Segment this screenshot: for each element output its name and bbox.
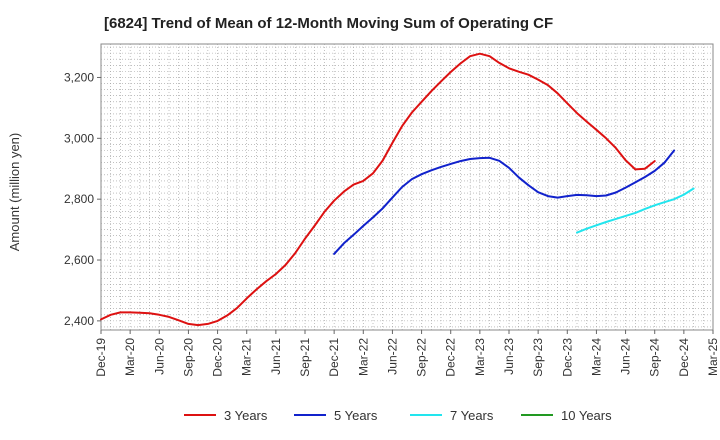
legend-label: 5 Years (334, 408, 378, 423)
x-tick-label: Mar-25 (706, 338, 720, 376)
x-tick-label: Dec-22 (444, 338, 458, 377)
legend-label: 3 Years (224, 408, 268, 423)
y-tick-label: 3,200 (64, 70, 94, 84)
x-tick-label: Sep-23 (531, 338, 545, 377)
series-line-3-years (100, 52, 656, 327)
y-axis-label: Amount (million yen) (7, 133, 22, 252)
x-tick-label: Jun-21 (269, 338, 283, 375)
y-tick-label: 2,600 (64, 253, 94, 267)
x-tick-label: Dec-19 (94, 338, 108, 377)
x-tick-label: Dec-21 (327, 338, 341, 377)
y-tick-label: 2,800 (64, 192, 94, 206)
x-tick-label: Mar-22 (356, 338, 370, 376)
legend: 3 Years 5 Years 7 Years 10 Years (184, 408, 612, 423)
x-tick-label: Jun-24 (619, 338, 633, 375)
x-tick-label: Mar-21 (240, 338, 254, 376)
y-tick-label: 2,400 (64, 314, 94, 328)
x-tick-label: Sep-22 (415, 338, 429, 377)
x-tick-label: Sep-24 (648, 338, 662, 377)
x-tick-label: Jun-20 (152, 338, 166, 375)
x-tick-label: Sep-21 (298, 338, 312, 377)
x-tick-label: Jun-23 (502, 338, 516, 375)
y-tick-label: 3,000 (64, 131, 94, 145)
x-tick-label: Jun-22 (385, 338, 399, 375)
x-tick-label: Mar-23 (473, 338, 487, 376)
x-tick-label: Dec-20 (211, 338, 225, 377)
legend-label: 7 Years (450, 408, 494, 423)
legend-label: 10 Years (561, 408, 612, 423)
chart-title: [6824] Trend of Mean of 12-Month Moving … (104, 15, 553, 32)
series-line-7-years (576, 187, 695, 234)
series-line-5-years (333, 149, 676, 255)
axes: 2,400 2,600 2,800 3,000 3,200 Dec-19 Mar-20 Jun… (64, 70, 720, 376)
x-tick-label: Sep-20 (181, 338, 195, 377)
series-layer (100, 52, 695, 327)
x-tick-label: Mar-20 (123, 338, 137, 376)
grid (101, 44, 713, 330)
x-tick-label: Dec-23 (560, 338, 574, 377)
x-tick-label: Mar-24 (589, 338, 603, 376)
x-tick-label: Dec-24 (677, 338, 691, 377)
